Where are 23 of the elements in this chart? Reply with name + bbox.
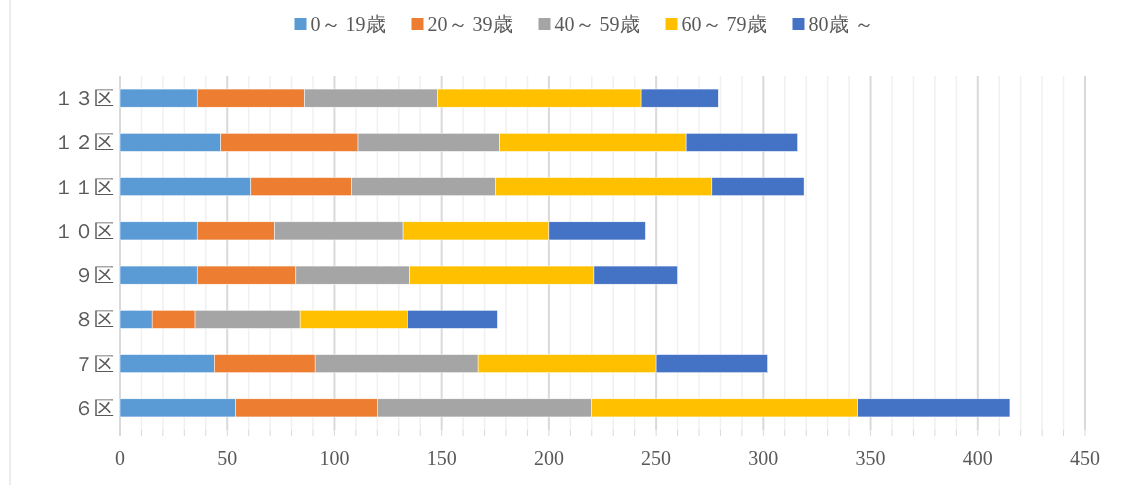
x-tick-label: 400 — [962, 447, 993, 469]
y-tick-label: ８区 — [74, 308, 114, 331]
y-tick-label: １２区 — [54, 131, 114, 154]
x-tick-label: 200 — [533, 447, 564, 469]
x-tick-label: 450 — [1070, 447, 1100, 469]
x-tick-label: 50 — [217, 447, 238, 469]
legend-label: 60～ 79歳 — [681, 13, 767, 35]
y-tick-label: １０区 — [54, 219, 114, 242]
legend-label: 80歳 ～ — [808, 13, 874, 35]
legend-label: 40～ 59歳 — [554, 13, 640, 35]
y-tick-label: ７区 — [74, 352, 114, 375]
y-tick-label: ９区 — [74, 264, 114, 287]
legend-label: 20～ 39歳 — [427, 13, 513, 35]
x-tick-label: 0 — [115, 447, 125, 469]
x-tick-label: 300 — [748, 447, 779, 469]
legend-label: 0～ 19歳 — [310, 13, 386, 35]
x-tick-label: 250 — [641, 447, 672, 469]
x-tick-label: 350 — [855, 447, 886, 469]
y-tick-label: １１区 — [54, 175, 114, 198]
y-tick-label: １３区 — [54, 87, 114, 110]
y-tick-label: ６区 — [74, 396, 114, 419]
x-tick-label: 100 — [319, 447, 350, 469]
x-tick-label: 150 — [426, 447, 457, 469]
